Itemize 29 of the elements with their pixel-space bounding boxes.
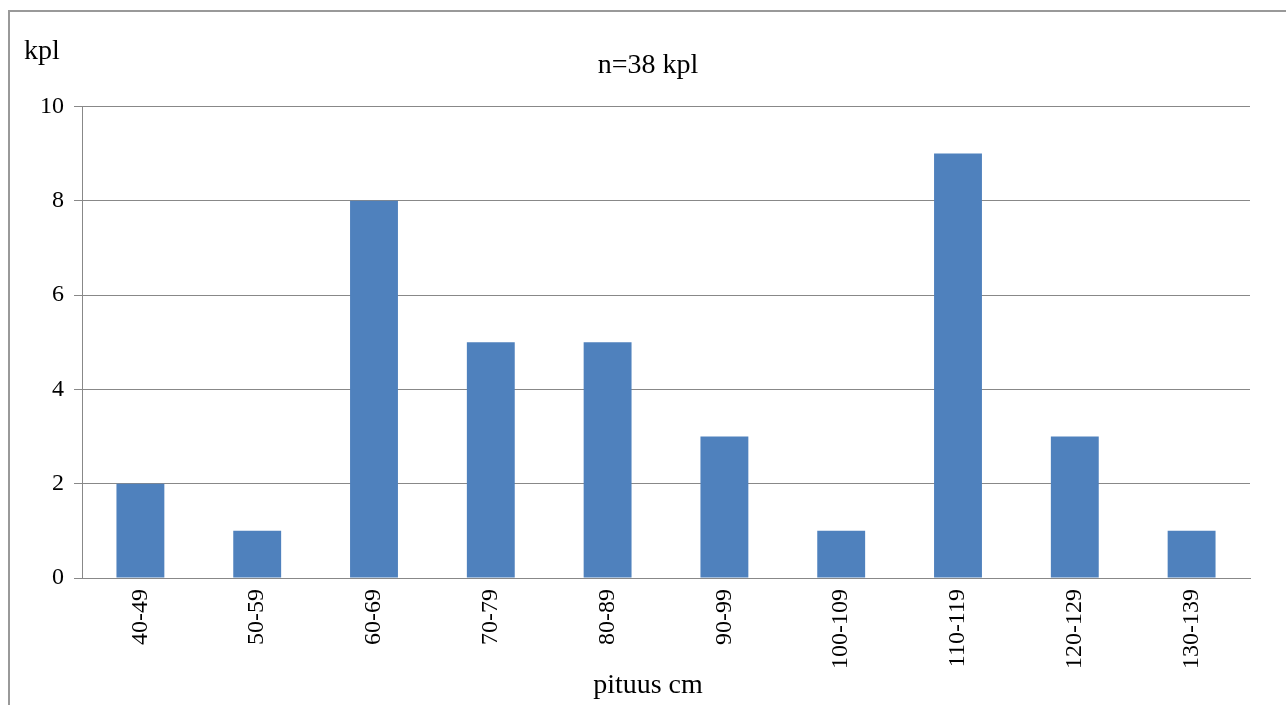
x-tick-label: 70-79 [476,589,503,646]
x-axis-title: pituus cm [592,668,704,700]
y-tick-label: 0 [52,563,64,590]
bar [934,153,982,578]
x-tick-label: 90-99 [709,589,736,646]
bar [466,342,515,578]
x-tick-label: 130-139 [1176,589,1203,670]
x-tick-label: 40-49 [125,589,152,646]
bar [700,436,749,578]
y-tick-label: 4 [52,374,64,401]
x-tick-label: 110-119 [943,589,970,668]
x-tick-label: 100-109 [826,589,853,670]
bar [350,200,398,578]
bar [583,342,632,578]
x-tick-label: 50-59 [242,589,269,646]
x-tick-label: 80-89 [592,589,619,646]
x-tick-label: 120-129 [1060,589,1087,670]
y-axis-title: kpl [24,34,60,66]
y-tick-label: 8 [52,186,64,213]
bar [1050,436,1099,578]
chart-title: n=38 kpl [597,48,699,79]
y-tick-label: 10 [40,91,64,118]
bar [1167,530,1216,578]
x-tick-label: 60-69 [359,589,386,646]
bar [817,530,866,578]
bar [116,483,165,578]
y-tick-label: 2 [52,468,64,495]
bar [233,530,282,578]
y-tick-label: 6 [52,280,64,307]
